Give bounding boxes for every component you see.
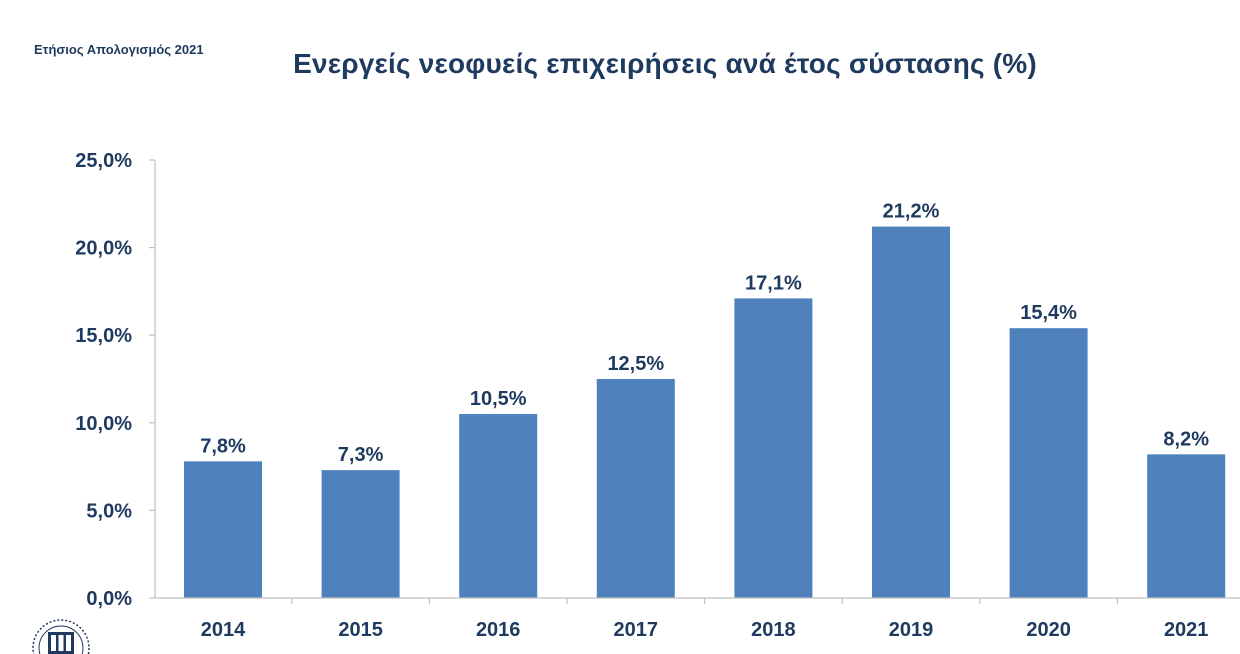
- data-label-2018: 17,1%: [745, 272, 802, 294]
- bar-2018: [734, 298, 813, 598]
- data-label-2017: 12,5%: [607, 353, 664, 375]
- y-axis: 0,0% 5,0% 10,0% 15,0% 20,0% 25,0%: [75, 150, 156, 610]
- x-tick-label-2020: 2020: [1026, 619, 1071, 638]
- bars-group: 7,8% 7,3% 10,5% 12,5% 17,1% 21,2% 15,4% 8,2%: [184, 201, 1226, 599]
- y-tick-label: 10,0%: [75, 413, 132, 435]
- bar-2021: [1147, 454, 1226, 598]
- y-tick-label: 5,0%: [86, 500, 132, 522]
- bar-2014: [184, 461, 262, 598]
- data-label-2021: 8,2%: [1163, 428, 1209, 450]
- data-label-2015: 7,3%: [338, 444, 384, 466]
- y-tick-label: 25,0%: [75, 150, 132, 172]
- x-tick-label-2015: 2015: [338, 619, 383, 638]
- x-tick-label-2017: 2017: [614, 619, 659, 638]
- bar-2020: [1009, 328, 1088, 598]
- x-tick-label-2014: 2014: [201, 619, 246, 638]
- y-tick-label: 0,0%: [86, 588, 132, 610]
- x-tick-label-2018: 2018: [751, 619, 796, 638]
- x-tick-label-2021: 2021: [1164, 619, 1209, 638]
- data-label-2016: 10,5%: [470, 388, 527, 410]
- x-tick-label-2019: 2019: [889, 619, 934, 638]
- bar-chart: 0,0% 5,0% 10,0% 15,0% 20,0% 25,0% 7,8% 7,3% 10,…: [75, 150, 1240, 638]
- chart-title: Ενεργείς νεοφυείς επιχειρήσεις ανά έτος …: [293, 48, 1037, 79]
- y-tick-label: 20,0%: [75, 238, 132, 260]
- bar-2019: [872, 226, 950, 599]
- x-tick-label-2016: 2016: [476, 619, 521, 638]
- bar-2017: [596, 379, 675, 598]
- bar-2015: [321, 470, 400, 598]
- report-label: Ετήσιος Απολογισμός 2021: [34, 42, 204, 57]
- data-label-2019: 21,2%: [883, 201, 940, 223]
- data-label-2014: 7,8%: [200, 435, 246, 457]
- logo-icon: [32, 619, 90, 654]
- x-axis: 2014 2015 2016 2017 2018 2019 2020 2021: [155, 597, 1240, 638]
- bar-2016: [459, 414, 538, 598]
- data-label-2020: 15,4%: [1020, 302, 1077, 324]
- y-tick-label: 15,0%: [75, 325, 132, 347]
